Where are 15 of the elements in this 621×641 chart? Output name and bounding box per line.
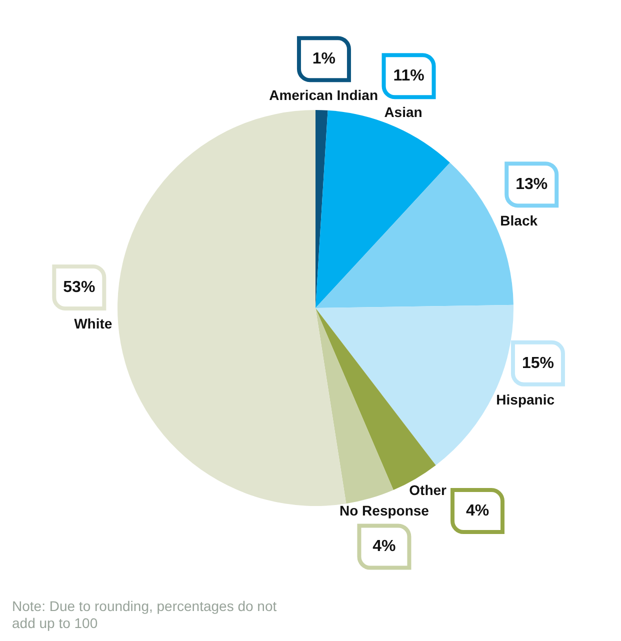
data-label: 53% [63, 278, 96, 296]
slice-label: Hispanic [496, 391, 555, 408]
data-label: 1% [312, 50, 336, 68]
data-label: 4% [372, 538, 396, 556]
slice-label: Black [500, 212, 538, 228]
data-label: 11% [393, 68, 424, 85]
slice-label: Asian [384, 104, 422, 120]
slice-label: No Response [339, 502, 430, 519]
data-label: 4% [466, 502, 490, 520]
data-label: 13% [516, 176, 548, 193]
slice-label: White [74, 315, 112, 332]
slice-label: Other [409, 482, 448, 498]
text: Note: Due to rounding, percentages do not add up to 100 [12, 598, 278, 632]
slice-label: American Indian [269, 86, 378, 103]
data-label: 15% [522, 354, 554, 372]
